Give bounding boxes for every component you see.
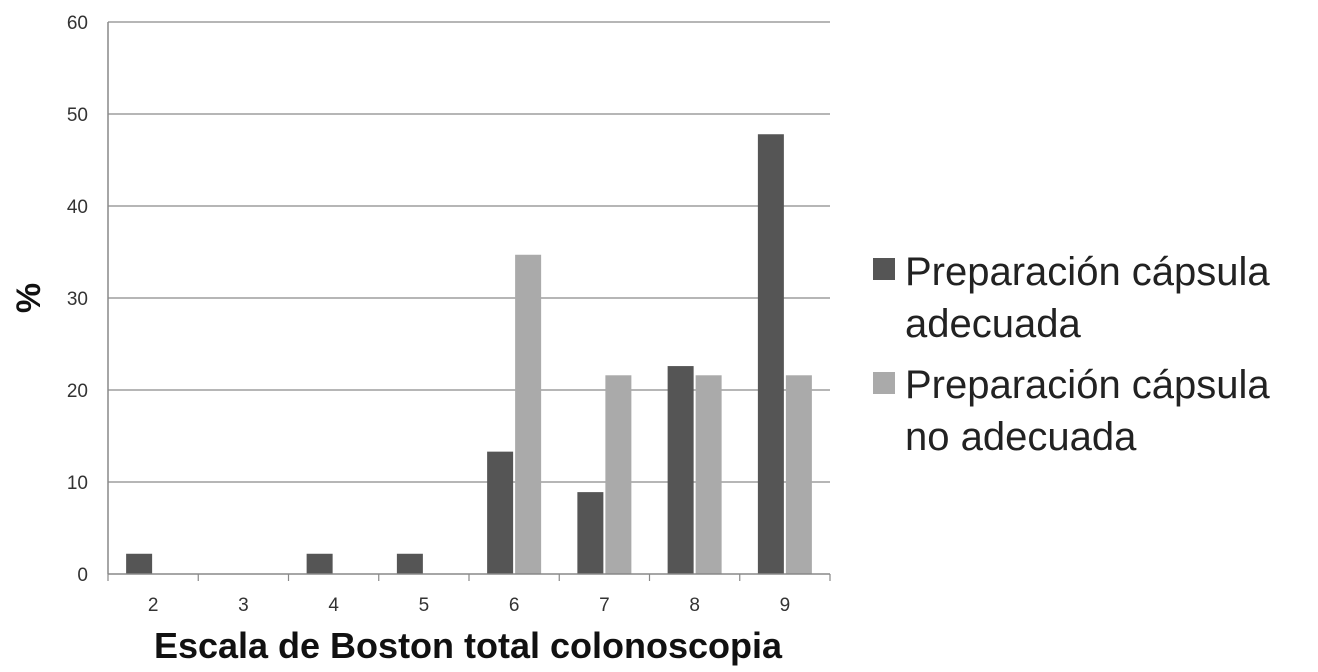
- x-tick-labels: 2 3 4 5 6 7 8 9: [148, 595, 790, 616]
- y-axis-title: %: [10, 283, 48, 313]
- x-tick-label: 5: [419, 595, 430, 616]
- y-tick-label: 30: [67, 289, 88, 310]
- gridlines: [108, 21, 830, 483]
- x-tick-label: 9: [780, 595, 791, 616]
- y-tick-label: 40: [67, 197, 88, 218]
- x-axis-title: Escala de Boston total colonoscopia: [154, 625, 783, 666]
- x-tick-label: 6: [509, 595, 520, 616]
- x-tick-marks: [107, 574, 831, 581]
- legend-swatch: [873, 372, 895, 394]
- bar-series-2-9: [785, 375, 812, 574]
- y-tick-label: 10: [67, 473, 88, 494]
- legend-swatch: [873, 258, 895, 280]
- x-tick-label: 2: [148, 595, 159, 616]
- x-tick-label: 3: [238, 595, 249, 616]
- bar-series-2-6: [515, 254, 542, 574]
- y-tick-labels: 0 10 20 30 40 50 60: [67, 13, 88, 586]
- bar-series-2-7: [605, 375, 632, 574]
- legend-item-2: Preparación cápsula no adecuada: [873, 363, 1270, 459]
- bar-series-2-8: [695, 375, 722, 574]
- bar-series-1-4: [306, 553, 333, 574]
- bar-series-1-5: [396, 553, 423, 574]
- bar-series-1-7: [577, 492, 604, 574]
- legend-item-1: Preparación cápsula adecuada: [873, 250, 1270, 346]
- x-tick-label: 8: [689, 595, 700, 616]
- bar-series-1-8: [667, 366, 694, 574]
- x-tick-label: 4: [328, 595, 339, 616]
- y-tick-label: 0: [77, 565, 88, 586]
- y-tick-label: 60: [67, 13, 88, 34]
- legend-label: no adecuada: [905, 415, 1137, 459]
- legend-label: adecuada: [905, 302, 1081, 346]
- bar-series-1-9: [757, 134, 784, 575]
- legend-label: Preparación cápsula: [905, 250, 1270, 294]
- bar-series-1-6: [487, 451, 514, 574]
- y-tick-label: 50: [67, 105, 88, 126]
- bars: [126, 134, 812, 575]
- legend-label: Preparación cápsula: [905, 363, 1270, 407]
- y-tick-label: 20: [67, 381, 88, 402]
- x-tick-label: 7: [599, 595, 610, 616]
- bar-series-1-2: [126, 553, 153, 574]
